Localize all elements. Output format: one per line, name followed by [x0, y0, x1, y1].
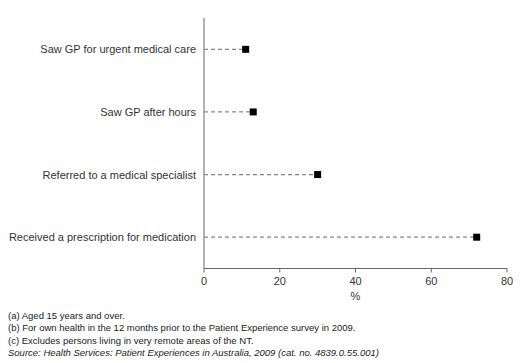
x-tick — [507, 269, 508, 273]
x-tick — [204, 269, 205, 273]
x-tick-label: 20 — [274, 275, 286, 287]
marker — [473, 234, 480, 241]
chart-container: (a) Aged 15 years and over.(b) For own h… — [0, 0, 529, 363]
category-label: Saw GP for urgent medical care — [40, 43, 196, 55]
annotation: (c) Excludes persons living in very remo… — [8, 335, 254, 346]
category-label: Referred to a medical specialist — [43, 169, 196, 181]
stem — [204, 111, 253, 112]
annotation: (a) Aged 15 years and over. — [8, 310, 125, 321]
annotations: (a) Aged 15 years and over.(b) For own h… — [8, 310, 379, 359]
annotation: Source: Health Services: Patient Experie… — [8, 347, 379, 358]
marker — [242, 46, 249, 53]
x-tick-label: 80 — [501, 275, 513, 287]
marks — [204, 46, 480, 241]
stem — [204, 174, 318, 175]
x-axis-label: % — [351, 290, 361, 302]
stem — [204, 237, 477, 238]
category-label: Saw GP after hours — [100, 106, 196, 118]
chart-svg: (a) Aged 15 years and over.(b) For own h… — [0, 0, 529, 363]
marker — [250, 108, 257, 115]
x-tick — [355, 269, 356, 273]
x-tick-label: 60 — [425, 275, 437, 287]
x-tick — [279, 269, 280, 273]
annotation: (b) For own health in the 12 months prio… — [8, 322, 355, 333]
stem — [204, 49, 246, 50]
x-tick — [431, 269, 432, 273]
category-label: Received a prescription for medication — [9, 231, 196, 243]
x-tick-label: 40 — [349, 275, 361, 287]
x-tick-label: 0 — [201, 275, 207, 287]
y-axis-line — [204, 18, 205, 269]
axes: 0 20 40 60 80 — [201, 18, 513, 287]
marker — [314, 171, 321, 178]
